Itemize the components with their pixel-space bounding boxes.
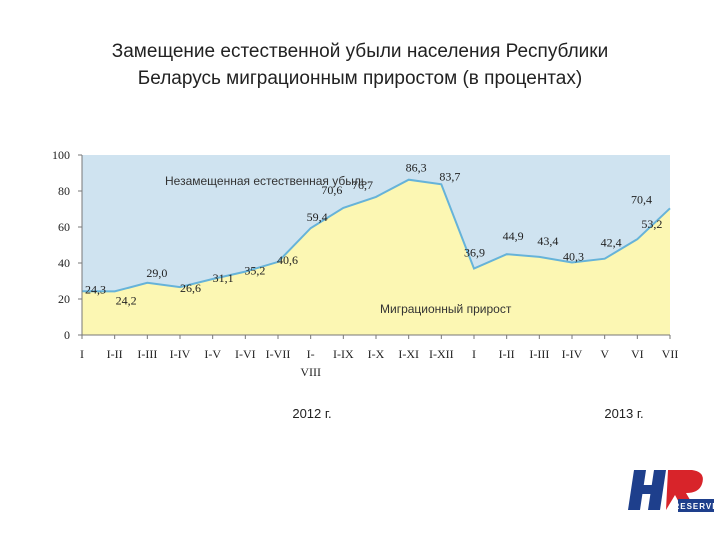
- x-tick-label: I-VIII: [300, 347, 321, 379]
- migration-line: [81, 178, 671, 293]
- hr-reserve-logo: RESERVE: [620, 466, 718, 522]
- title-line-1: Замещение естественной убыли населения Р…: [111, 41, 609, 62]
- year-label-2012: 2012 г.: [292, 406, 331, 421]
- data-label: 31,1: [213, 271, 234, 285]
- svg-text:RESERVE: RESERVE: [673, 502, 716, 511]
- data-label: 24,3: [85, 282, 106, 296]
- x-tick-label: I-III: [137, 347, 157, 361]
- data-label: 53,2: [641, 217, 662, 231]
- x-tick-label: I-XI: [398, 347, 419, 361]
- y-tick-label: 80: [58, 184, 70, 198]
- annotation-migration: Миграционный прирост: [380, 302, 512, 316]
- logo-graphic: RESERVE: [628, 470, 718, 512]
- x-tick-label: I: [80, 347, 84, 361]
- data-label: 35,2: [244, 264, 265, 278]
- data-labels: 24,3 24,2 29,0 26,6 31,1 35,2 40,6 59,4 70,6 76,7…: [85, 161, 662, 308]
- y-tick-label: 20: [58, 292, 70, 306]
- data-label: 24,2: [116, 293, 137, 307]
- data-label: 42,4: [601, 236, 622, 250]
- y-tick-label: 100: [52, 148, 70, 162]
- data-label: 40,6: [277, 253, 298, 267]
- x-tick-label: I-VII: [266, 347, 291, 361]
- x-tick-label: I-II: [499, 347, 515, 361]
- x-tick-label: I-XII: [429, 347, 454, 361]
- x-tick-label: I-II: [107, 347, 123, 361]
- data-label: 40,3: [563, 249, 584, 263]
- x-tick-label: I-III: [529, 347, 549, 361]
- year-label-2013: 2013 г.: [604, 406, 643, 421]
- data-label: 44,9: [503, 229, 524, 243]
- data-label: 59,4: [307, 210, 328, 224]
- y-tick-label: 0: [64, 328, 70, 342]
- x-tick-label: VII: [662, 347, 679, 361]
- x-tick-label: V: [600, 347, 609, 361]
- data-label: 83,7: [439, 169, 460, 183]
- x-tick-label: I-IV: [170, 347, 191, 361]
- x-tick-label: I-X: [368, 347, 385, 361]
- data-label: 26,6: [180, 281, 201, 295]
- slide-title: Замещение естественной убыли населения Р…: [0, 38, 720, 92]
- title-line-2: Беларусь миграционным приростом (в проце…: [137, 68, 583, 89]
- migration-area: [82, 179, 670, 335]
- y-axis-ticks: 0 20 40 60 80 100: [52, 148, 82, 342]
- x-tick-label: I-IV: [562, 347, 583, 361]
- x-tick-label: I-V: [204, 347, 221, 361]
- annotation-unreplaced: Незамещенная естественная убыль: [165, 174, 367, 188]
- x-tick-label: VI: [631, 347, 644, 361]
- x-tick-label: I-IX: [333, 347, 354, 361]
- data-label: 43,4: [537, 234, 558, 248]
- x-tick-label: I: [472, 347, 476, 361]
- data-label: 70,6: [321, 183, 342, 197]
- data-label: 86,3: [406, 161, 427, 175]
- data-label: 29,0: [146, 266, 167, 280]
- data-label: 70,4: [631, 192, 652, 206]
- data-label: 76,7: [352, 178, 373, 192]
- y-tick-label: 60: [58, 220, 70, 234]
- data-label: 36,9: [464, 246, 485, 260]
- x-tick-label: I-VI: [235, 347, 256, 361]
- y-tick-label: 40: [58, 256, 70, 270]
